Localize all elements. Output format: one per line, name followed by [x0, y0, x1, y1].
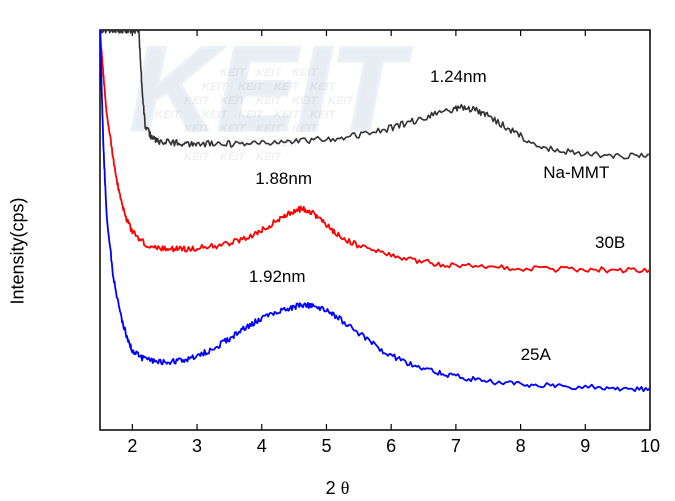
annotation-lbl_25a: 25A [521, 345, 552, 364]
annotation-lbl_na: Na-MMT [543, 163, 609, 182]
watermark-small: KEIT [310, 109, 336, 121]
annotation-nm_192: 1.92nm [249, 267, 306, 286]
watermark-small: KEIT [256, 151, 282, 163]
watermark-small: KEIT [274, 109, 300, 121]
watermark-small: KEIT [184, 151, 210, 163]
x-axis-label: 2 θ [326, 478, 350, 499]
watermark-small: KEIT [155, 109, 181, 121]
annotation-nm_188: 1.88nm [255, 169, 312, 188]
watermark-small: KEIT [310, 81, 336, 93]
watermark-small: KEIT [202, 109, 228, 121]
watermark-small: KEIT [292, 95, 318, 107]
watermark-small: KEIT [184, 95, 210, 107]
annotation-lbl_30b: 30B [595, 233, 625, 252]
watermark-small: KEIT [220, 151, 246, 163]
watermark-small: KEIT [238, 81, 264, 93]
watermark-small: KEIT [256, 67, 282, 79]
y-axis-label: Intensity(cps) [8, 197, 29, 304]
watermark-small: KEIT [220, 67, 246, 79]
x-tick-label: 4 [257, 436, 267, 456]
x-tick-label: 5 [321, 436, 331, 456]
watermark-small: KEIT [256, 95, 282, 107]
annotation-nm_124: 1.24nm [430, 67, 487, 86]
x-tick-label: 2 [127, 436, 137, 456]
x-tick-label: 8 [516, 436, 526, 456]
watermark-small: KEIT [328, 95, 354, 107]
x-tick-label: 3 [192, 436, 202, 456]
x-tick-label: 6 [386, 436, 396, 456]
x-tick-label: 10 [640, 436, 660, 456]
watermark-small: KEIT [274, 81, 300, 93]
watermark-small: KEIT [238, 109, 264, 121]
watermark-small: KEIT [202, 81, 228, 93]
watermark-big: KEIT [130, 22, 412, 156]
xrd-chart: Intensity(cps) 2 θ KEITKEITKEITKEITKEITK… [0, 0, 675, 501]
watermark-small: KEIT [292, 123, 318, 135]
chart-svg: KEITKEITKEITKEITKEITKEITKEITKEITKEITKEIT… [0, 0, 675, 501]
watermark-small: KEIT [256, 123, 282, 135]
watermark-small: KEIT [184, 123, 210, 135]
watermark-small: KEIT [220, 95, 246, 107]
x-tick-label: 7 [451, 436, 461, 456]
x-tick-label: 9 [580, 436, 590, 456]
watermark-small: KEIT [220, 123, 246, 135]
watermark-small: KEIT [292, 67, 318, 79]
